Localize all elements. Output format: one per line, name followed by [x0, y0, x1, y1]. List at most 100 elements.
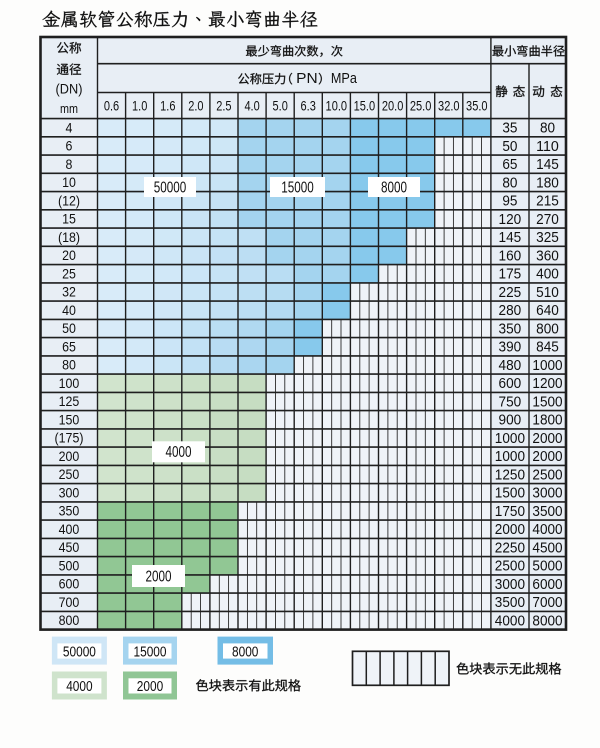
svg-text:50000: 50000 — [63, 643, 96, 660]
svg-text:280: 280 — [499, 303, 522, 319]
svg-text:8: 8 — [66, 157, 73, 172]
svg-text:25.0: 25.0 — [410, 98, 432, 113]
svg-text:1000: 1000 — [532, 358, 562, 374]
svg-text:1500: 1500 — [532, 394, 562, 410]
svg-text:20.0: 20.0 — [382, 98, 404, 113]
svg-text:510: 510 — [536, 285, 559, 301]
svg-text:600: 600 — [59, 577, 80, 592]
svg-text:750: 750 — [499, 394, 522, 410]
svg-text:3500: 3500 — [532, 504, 562, 520]
svg-text:PN: PN — [296, 71, 318, 87]
svg-text:1250: 1250 — [495, 467, 525, 483]
svg-text:5000: 5000 — [532, 559, 562, 575]
svg-text:80: 80 — [62, 358, 76, 373]
svg-text:3500: 3500 — [495, 595, 525, 611]
svg-text:500: 500 — [59, 559, 80, 574]
svg-text:4500: 4500 — [532, 540, 562, 556]
svg-text:(18): (18) — [58, 230, 80, 245]
svg-text:1.0: 1.0 — [132, 98, 148, 113]
svg-text:700: 700 — [59, 595, 80, 610]
svg-text:1000: 1000 — [495, 431, 525, 447]
svg-text:8000: 8000 — [232, 643, 258, 660]
svg-text:325: 325 — [536, 230, 559, 246]
svg-text:15.0: 15.0 — [354, 98, 376, 113]
svg-text:2250: 2250 — [495, 540, 525, 556]
svg-text:80: 80 — [502, 175, 517, 191]
svg-text:2000: 2000 — [495, 522, 525, 538]
svg-text:3000: 3000 — [495, 577, 525, 593]
svg-text:350: 350 — [59, 504, 80, 519]
svg-text:400: 400 — [59, 522, 80, 537]
svg-text:32: 32 — [62, 285, 76, 300]
svg-text:2000: 2000 — [532, 431, 562, 447]
svg-text:300: 300 — [59, 486, 80, 501]
svg-text:35: 35 — [502, 121, 517, 137]
svg-text:(DN): (DN) — [56, 82, 83, 97]
svg-text:800: 800 — [536, 321, 559, 337]
svg-text:4: 4 — [66, 121, 73, 136]
svg-text:4000: 4000 — [532, 522, 562, 538]
svg-text:4000: 4000 — [495, 613, 525, 629]
svg-text:2000: 2000 — [137, 678, 163, 695]
svg-text:65: 65 — [502, 157, 517, 173]
svg-text:350: 350 — [499, 321, 522, 337]
svg-text:0.6: 0.6 — [104, 98, 120, 113]
svg-text:2500: 2500 — [532, 467, 562, 483]
svg-text:2000: 2000 — [532, 449, 562, 465]
svg-text:1.6: 1.6 — [160, 98, 176, 113]
svg-text:200: 200 — [59, 449, 80, 464]
svg-text:800: 800 — [59, 613, 80, 628]
svg-text:7000: 7000 — [532, 595, 562, 611]
svg-text:450: 450 — [59, 540, 80, 555]
svg-text:640: 640 — [536, 303, 559, 319]
svg-text:2000: 2000 — [146, 568, 172, 585]
svg-text:80: 80 — [540, 121, 555, 137]
svg-text:4000: 4000 — [166, 444, 192, 461]
svg-text:65: 65 — [62, 340, 76, 355]
svg-text:95: 95 — [502, 194, 517, 210]
svg-text:6.3: 6.3 — [301, 98, 317, 113]
svg-text:1750: 1750 — [495, 504, 525, 520]
svg-text:32.0: 32.0 — [438, 98, 460, 113]
svg-text:215: 215 — [536, 194, 559, 210]
svg-text:5.0: 5.0 — [273, 98, 289, 113]
svg-text:1200: 1200 — [532, 376, 562, 392]
svg-text:175: 175 — [499, 267, 522, 283]
svg-text:2.0: 2.0 — [188, 98, 204, 113]
svg-text:480: 480 — [499, 358, 522, 374]
svg-text:390: 390 — [499, 340, 522, 356]
svg-text:10: 10 — [62, 175, 76, 190]
svg-text:1500: 1500 — [495, 486, 525, 502]
svg-text:150: 150 — [59, 413, 80, 428]
svg-text:250: 250 — [59, 467, 80, 482]
svg-text:2.5: 2.5 — [216, 98, 232, 113]
svg-text:360: 360 — [536, 248, 559, 264]
svg-text:15000: 15000 — [134, 643, 167, 660]
svg-text:8000: 8000 — [381, 179, 407, 196]
svg-text:15: 15 — [62, 212, 76, 227]
svg-text:1000: 1000 — [495, 449, 525, 465]
svg-text:8000: 8000 — [532, 613, 562, 629]
svg-text:145: 145 — [536, 157, 559, 173]
svg-text:(12): (12) — [58, 194, 80, 209]
svg-text:145: 145 — [499, 230, 522, 246]
svg-text:25: 25 — [62, 267, 76, 282]
svg-text:120: 120 — [499, 212, 522, 228]
svg-text:900: 900 — [499, 413, 522, 429]
svg-text:2500: 2500 — [495, 559, 525, 575]
svg-text:10.0: 10.0 — [326, 98, 348, 113]
svg-text:mm: mm — [60, 101, 78, 116]
svg-text:50000: 50000 — [154, 179, 187, 196]
svg-text:15000: 15000 — [281, 179, 314, 196]
svg-text:3000: 3000 — [532, 486, 562, 502]
svg-text:125: 125 — [59, 394, 80, 409]
svg-text:4000: 4000 — [66, 678, 92, 695]
svg-text:1800: 1800 — [532, 413, 562, 429]
svg-text:180: 180 — [536, 175, 559, 191]
svg-text:4.0: 4.0 — [244, 98, 260, 113]
svg-text:MPa: MPa — [331, 71, 358, 87]
svg-text:40: 40 — [62, 303, 76, 318]
svg-text:160: 160 — [499, 248, 522, 264]
svg-text:6: 6 — [66, 139, 73, 154]
svg-text:400: 400 — [536, 267, 559, 283]
